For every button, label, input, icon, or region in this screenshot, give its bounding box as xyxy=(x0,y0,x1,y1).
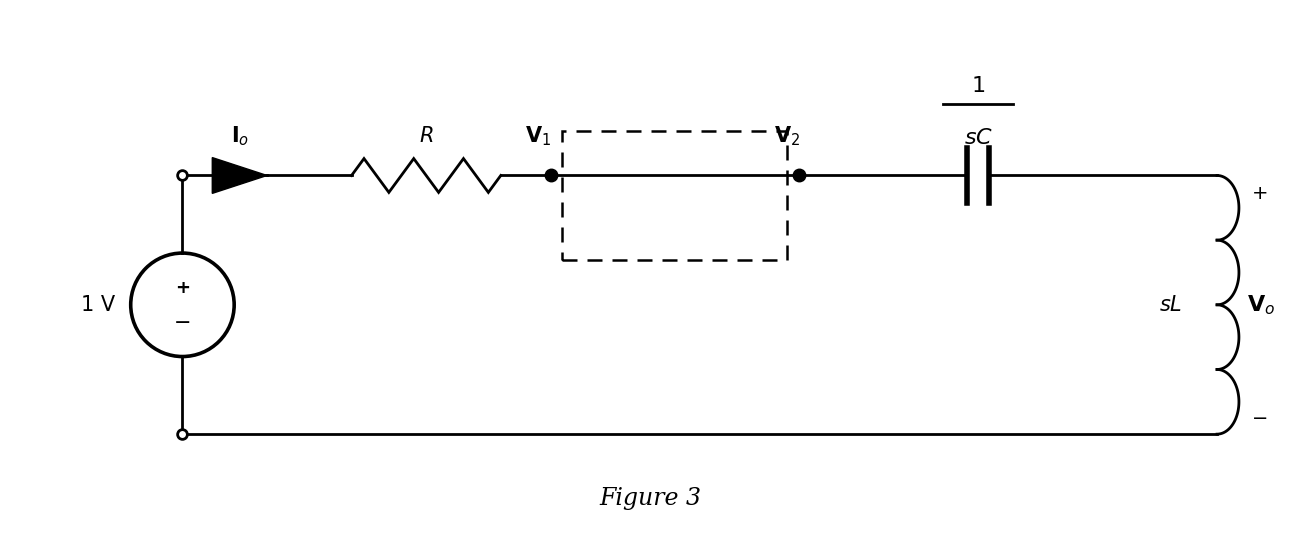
Text: $+$: $+$ xyxy=(1250,184,1267,203)
Polygon shape xyxy=(212,158,267,193)
Text: $\mathbf{V}_o$: $\mathbf{V}_o$ xyxy=(1246,293,1275,317)
Text: $sL$: $sL$ xyxy=(1159,295,1183,315)
Text: $sC$: $sC$ xyxy=(964,128,993,148)
Text: $\mathbf{V}_2$: $\mathbf{V}_2$ xyxy=(774,124,800,148)
Text: $-$: $-$ xyxy=(1250,407,1267,426)
Text: $R$: $R$ xyxy=(419,126,433,146)
Text: $1$: $1$ xyxy=(972,76,985,96)
Text: Figure 3: Figure 3 xyxy=(598,487,701,510)
Text: $\mathbf{I}_o$: $\mathbf{I}_o$ xyxy=(230,124,248,148)
Text: −: − xyxy=(174,313,191,333)
Text: 1 V: 1 V xyxy=(81,295,114,315)
Text: +: + xyxy=(174,279,190,297)
Bar xyxy=(562,131,787,260)
Text: $\mathbf{V}_1$: $\mathbf{V}_1$ xyxy=(526,124,552,148)
